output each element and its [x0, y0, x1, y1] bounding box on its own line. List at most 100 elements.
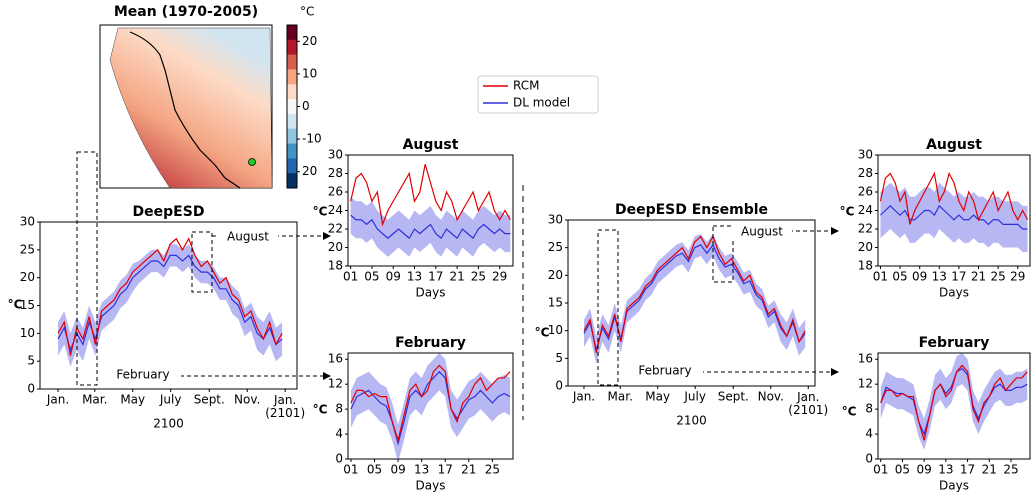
y-tick-label: 5 — [27, 354, 35, 368]
annotation-bg — [732, 223, 792, 241]
colorbar-swatch — [287, 84, 297, 100]
annotation-bg — [627, 362, 703, 380]
x-tick-label: Jan. (2101) — [788, 390, 828, 417]
y-tick-label: 28 — [328, 166, 343, 180]
y-tick-label: 30 — [858, 148, 873, 162]
annotation-bg — [105, 366, 181, 384]
x-tick-label: 01 — [343, 270, 358, 284]
series-line — [350, 164, 511, 227]
y-tick-label: 0 — [27, 382, 35, 396]
colorbar-label: °C — [300, 5, 314, 19]
x-tick-label: Sept. — [718, 390, 749, 404]
x-tick-label: 09 — [390, 463, 405, 477]
x-tick-label: 21 — [971, 270, 986, 284]
x-tick-label: 21 — [461, 463, 476, 477]
x-axis-label: Days — [939, 479, 969, 493]
y-tick-label: 26 — [328, 185, 343, 199]
colorbar-tick-label: -10 — [302, 132, 322, 146]
coastline — [129, 31, 241, 189]
x-axis-label: Days — [416, 286, 446, 300]
x-tick-label: 29 — [492, 270, 507, 284]
y-tick-label: 22 — [858, 222, 873, 236]
colorbar-swatch — [287, 128, 297, 145]
y-axis-label: °C — [8, 298, 23, 312]
plot-frame — [877, 352, 1031, 460]
y-tick-label: 20 — [328, 240, 343, 254]
x-tick-label: 25 — [471, 270, 486, 284]
x-tick-label: 21 — [982, 463, 997, 477]
x-tick-label: 09 — [386, 270, 401, 284]
x-tick-label: 17 — [960, 463, 975, 477]
highlight-box — [76, 151, 98, 386]
y-tick-label: 18 — [328, 259, 343, 273]
x-tick-label: 05 — [364, 270, 379, 284]
y-tick-label: 20 — [858, 240, 873, 254]
x-tick-label: 17 — [438, 463, 453, 477]
chart-title: August — [403, 137, 459, 153]
y-tick-label: 8 — [865, 402, 873, 416]
x-tick-label: Nov. — [758, 390, 784, 404]
uncertainty-band — [880, 182, 1028, 253]
y-tick-label: 15 — [20, 298, 35, 312]
colorbar-swatch — [287, 39, 297, 56]
y-tick-label: 24 — [328, 203, 343, 217]
x-tick-label: Jan. — [46, 393, 69, 407]
y-tick-label: 12 — [858, 377, 873, 391]
y-axis-label: °C — [313, 205, 328, 219]
annotation: February — [116, 368, 169, 382]
uncertainty-band — [880, 353, 1028, 450]
plot-frame — [877, 154, 1031, 267]
map-domain — [109, 27, 273, 189]
x-tick-label: 13 — [407, 270, 422, 284]
y-tick-label: 4 — [865, 427, 873, 441]
highlight-box — [712, 225, 734, 283]
y-tick-label: 26 — [858, 185, 873, 199]
y-tick-label: 8 — [335, 402, 343, 416]
x-tick-label: 29 — [1010, 270, 1025, 284]
y-tick-label: 25 — [548, 240, 563, 254]
x-tick-label: 25 — [1003, 463, 1018, 477]
series-line — [583, 235, 806, 353]
x-tick-label: 21 — [449, 270, 464, 284]
y-axis-label: °C — [313, 403, 328, 417]
x-tick-label: July — [159, 393, 182, 407]
x-tick-label: Sept. — [194, 393, 225, 407]
x-tick-label: July — [683, 390, 706, 404]
uncertainty-band — [58, 244, 283, 367]
colorbar-swatch — [287, 25, 297, 41]
annotation: August — [741, 225, 783, 239]
x-tick-label: Jan. — [572, 390, 595, 404]
x-tick-label: 25 — [485, 463, 500, 477]
colorbar-tick-label: 10 — [302, 66, 317, 80]
y-tick-label: 24 — [858, 203, 873, 217]
y-tick-label: 28 — [858, 166, 873, 180]
x-tick-label: 01 — [873, 463, 888, 477]
chart-title: Mean (1970-2005) — [114, 4, 258, 20]
chart-title: February — [919, 335, 990, 351]
colorbar-swatch — [287, 113, 297, 130]
series-line — [350, 364, 511, 443]
colorbar-tick-label: 20 — [302, 34, 317, 48]
x-tick-label: 25 — [990, 270, 1005, 284]
annotation: February — [638, 364, 691, 378]
x-tick-label: May — [120, 393, 145, 407]
series-line — [880, 364, 1028, 441]
legend-label: RCM — [513, 79, 539, 93]
y-tick-label: 5 — [555, 351, 563, 365]
x-tick-label: 01 — [343, 463, 358, 477]
chart-title: DeepESD — [133, 204, 205, 220]
x-axis-label: Days — [939, 286, 969, 300]
annotation: August — [227, 230, 269, 244]
x-tick-label: 09 — [917, 463, 932, 477]
y-axis-label: °C — [840, 205, 855, 219]
x-tick-label: 13 — [938, 463, 953, 477]
x-tick-label: 13 — [414, 463, 429, 477]
y-tick-label: 10 — [548, 323, 563, 337]
y-axis-label: °C — [842, 405, 857, 419]
x-tick-label: 17 — [428, 270, 443, 284]
colorbar-swatch — [287, 54, 297, 70]
y-tick-label: 15 — [548, 296, 563, 310]
legend-label: DL model — [513, 96, 570, 110]
plot-frame — [347, 352, 514, 460]
x-tick-label: Mar. — [608, 390, 633, 404]
